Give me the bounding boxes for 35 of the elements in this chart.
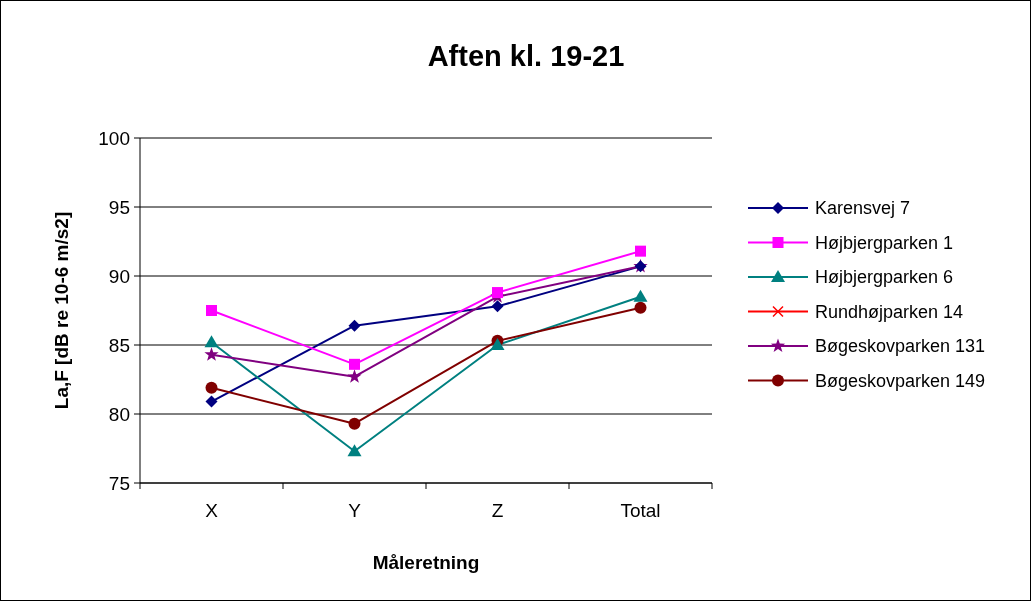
point: [204, 347, 219, 361]
point: [206, 305, 217, 316]
point: [204, 335, 219, 348]
point: [633, 289, 648, 302]
y-tick-label: 80: [108, 403, 130, 425]
legend-label: Karensvej 7: [815, 198, 911, 219]
legend-label: Bøgeskovparken 131: [815, 336, 986, 357]
legend-label: Højbjergparken 1: [815, 232, 954, 253]
y-tick-label: 85: [108, 334, 130, 356]
x-tick-label: Y: [348, 500, 362, 521]
point: [347, 369, 362, 383]
point: [492, 287, 503, 299]
y-tick-label: 100: [98, 127, 130, 149]
point: [348, 417, 361, 430]
chart-title: Aften kl. 19-21: [427, 40, 625, 72]
point: [205, 381, 218, 394]
point: [205, 395, 218, 408]
point: [490, 338, 505, 350]
point: [635, 245, 646, 257]
legend-label: Rundhøjparken 14: [815, 301, 964, 322]
legend-label: Bøgeskovparken 149: [815, 370, 986, 391]
point: [347, 444, 362, 457]
x-axis-title: Måleretning: [372, 552, 480, 573]
y-tick-label: 75: [108, 472, 130, 494]
y-tick-label: 95: [108, 196, 130, 218]
point: [491, 300, 504, 313]
x-tick-label: Total: [620, 500, 661, 521]
point: [348, 319, 361, 332]
y-axis-title: La,F [dB re 10-6 m/s2]: [51, 211, 72, 410]
point: [634, 301, 647, 314]
x-tick-label: X: [205, 500, 219, 521]
x-tick-label: Z: [491, 500, 504, 521]
point: [349, 358, 360, 370]
y-tick-label: 90: [108, 265, 130, 287]
legend-label: Højbjergparken 6: [815, 267, 954, 288]
